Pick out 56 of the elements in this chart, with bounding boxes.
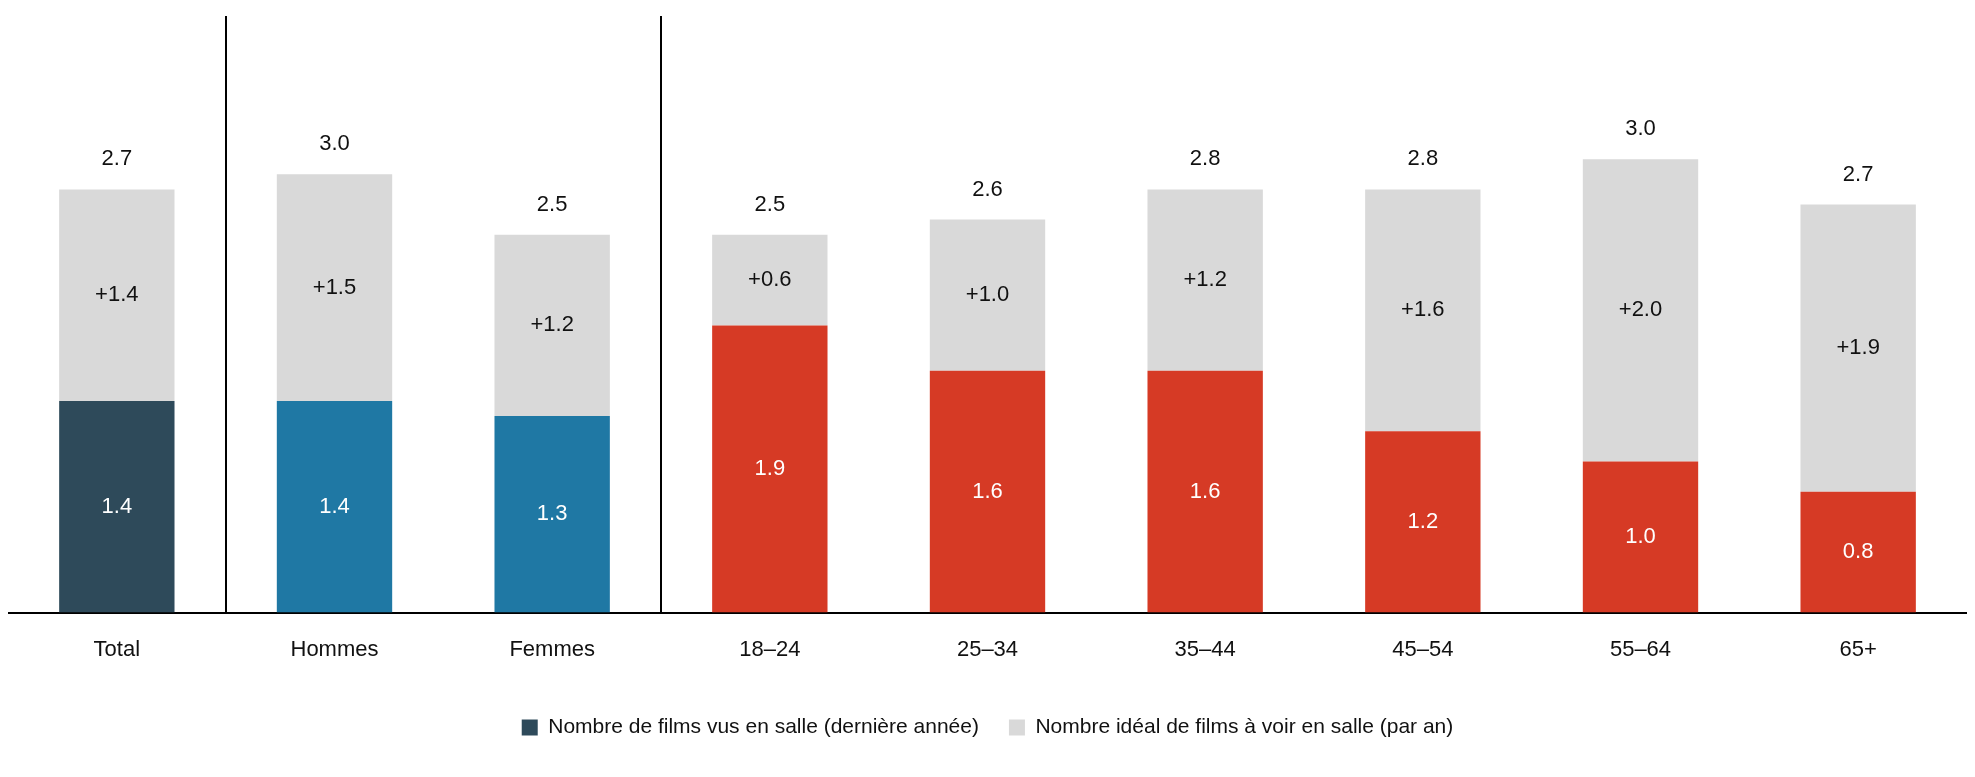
- data-label: +1.2: [530, 311, 574, 337]
- data-label: +1.6: [1401, 296, 1445, 322]
- bar: [494, 234, 610, 417]
- x-tick-label: 25–34: [956, 635, 1019, 661]
- x-tick-label: Hommes: [290, 635, 379, 661]
- data-label: +1.2: [1183, 266, 1227, 292]
- legend-label: Nombre de films vus en salle (dernière année): [548, 714, 979, 738]
- bar: [1800, 491, 1916, 613]
- total-label: 2.8: [1189, 145, 1221, 171]
- x-tick-label: Femmes: [509, 635, 595, 661]
- bar: [1800, 204, 1916, 492]
- bar: [929, 370, 1046, 613]
- data-label: +1.9: [1836, 334, 1880, 360]
- data-label: 0.8: [1842, 538, 1874, 564]
- bar: [276, 400, 393, 613]
- total-label: 2.5: [754, 190, 786, 216]
- total-label: 3.0: [1625, 115, 1656, 141]
- bar: [1582, 461, 1699, 613]
- x-tick-label: 35–44: [1174, 635, 1236, 661]
- data-label: +1.5: [312, 273, 357, 299]
- bar: [494, 416, 610, 613]
- x-tick-label: 55–64: [1609, 635, 1672, 661]
- bar: [1147, 189, 1263, 371]
- total-label: 2.6: [972, 175, 1003, 201]
- data-label: 1.6: [1189, 477, 1221, 503]
- data-label: 1.6: [972, 477, 1003, 503]
- data-label: 1.4: [101, 492, 133, 518]
- data-label: 1.2: [1407, 507, 1439, 533]
- data-label: 1.4: [319, 492, 350, 518]
- bar: [1365, 189, 1481, 432]
- bar: [1365, 431, 1481, 613]
- x-tick-label: 65+: [1839, 635, 1877, 661]
- data-label: +0.6: [748, 266, 792, 292]
- total-label: 2.7: [101, 145, 133, 171]
- bar: [59, 400, 175, 613]
- total-label: 2.8: [1407, 145, 1439, 171]
- total-label: 2.7: [1842, 160, 1874, 186]
- x-tick-label: 45–54: [1392, 635, 1454, 661]
- x-tick-label: Total: [93, 635, 141, 661]
- bar: [929, 219, 1046, 371]
- bar: [276, 174, 393, 401]
- bar: [712, 325, 828, 613]
- legend-label: Nombre idéal de films à voir en salle (par an): [1035, 714, 1454, 738]
- bar: [1147, 370, 1263, 613]
- data-label: 1.3: [536, 500, 568, 526]
- bar: [1582, 159, 1699, 462]
- total-label: 2.5: [536, 190, 568, 216]
- x-tick-label: 18–24: [739, 635, 801, 661]
- data-label: 1.0: [1625, 523, 1656, 549]
- data-label: 1.9: [754, 455, 786, 481]
- data-label: +2.0: [1618, 296, 1663, 322]
- bar: [59, 189, 175, 401]
- data-label: +1.0: [965, 281, 1010, 307]
- data-label: +1.4: [95, 281, 139, 307]
- total-label: 3.0: [319, 130, 350, 156]
- bar: [712, 234, 828, 326]
